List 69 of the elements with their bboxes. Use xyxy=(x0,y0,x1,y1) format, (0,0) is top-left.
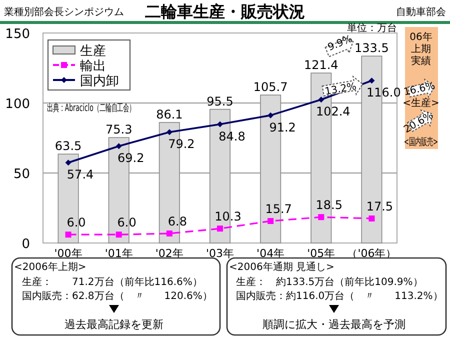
text: <2006年通期 見通し> xyxy=(229,261,334,273)
data-label: 18.5 xyxy=(316,198,342,212)
x-tick-label: '00年 xyxy=(54,247,82,260)
text: 生産： 約133.5万台（前年比109.9%） xyxy=(236,276,423,288)
point xyxy=(318,96,324,103)
text: 国内販売：約116.0万台（ 〃 113.2%） xyxy=(236,290,443,302)
annotation: 9.9% xyxy=(326,34,354,54)
point xyxy=(166,129,172,136)
data-label: 69.2 xyxy=(118,151,144,166)
point xyxy=(217,226,223,232)
data-label: 10.3 xyxy=(214,210,242,224)
text: 16.6% xyxy=(402,80,436,98)
point xyxy=(368,216,375,222)
data-label: 121.4 xyxy=(304,58,338,72)
y-tick-label: 150 xyxy=(5,27,30,42)
x-tick-label: '03年 xyxy=(206,247,234,260)
data-label: 116.0 xyxy=(366,86,401,100)
point xyxy=(268,112,274,118)
text: 上期 xyxy=(411,43,431,55)
data-label: 57.4 xyxy=(66,168,94,182)
data-label: 105.7 xyxy=(253,80,288,94)
text: 生産： 71.2万台（前年比116.6%） xyxy=(22,276,202,288)
text: 国内販売：62.8万台（ 〃 120.6%） xyxy=(22,290,212,302)
chart-title: 二輪車生産・販売状況 xyxy=(145,2,305,21)
y-tick-label: 50 xyxy=(13,167,30,182)
point xyxy=(65,232,72,238)
legend-label: 生産 xyxy=(80,43,106,59)
y-tick-label: 0 xyxy=(22,237,30,252)
annotation: 出典：Abraciclo（二輪自工会） xyxy=(47,101,136,114)
legend-label: 国内卸 xyxy=(80,74,119,89)
data-label: 6.0 xyxy=(66,216,86,230)
data-label: 75.3 xyxy=(106,122,132,137)
point xyxy=(116,232,122,238)
point xyxy=(116,143,122,150)
text: <2006年上期> xyxy=(14,261,86,273)
data-label: 79.2 xyxy=(168,137,195,152)
data-label: 63.5 xyxy=(54,139,82,154)
point xyxy=(217,121,223,128)
point xyxy=(368,78,375,84)
text: 業種別部会長シンポジウム xyxy=(4,6,124,18)
data-label: 133.5 xyxy=(354,41,389,56)
data-label: 84.8 xyxy=(218,129,246,144)
text: 自動車部会 xyxy=(396,6,446,18)
text: <国内販売> xyxy=(404,135,438,148)
data-label: 6.8 xyxy=(168,214,187,228)
x-tick-label: '05年 xyxy=(307,247,336,260)
data-label: 95.5 xyxy=(206,94,234,108)
point xyxy=(268,218,274,224)
data-label: 17.5 xyxy=(366,200,394,214)
text: <生産> xyxy=(402,97,440,109)
text: 06年 xyxy=(410,31,432,43)
data-label: 86.1 xyxy=(156,107,183,122)
point xyxy=(166,230,172,236)
text: 実績 xyxy=(411,55,431,67)
text: 順調に拡大・過去最高を予測 xyxy=(262,318,406,331)
legend-label: 輸出 xyxy=(80,59,106,74)
annotation: 単位：万台 xyxy=(347,22,397,34)
x-tick-label: '02年 xyxy=(155,247,184,260)
x-tick-label: '01年 xyxy=(104,247,133,260)
text: 過去最高記録を更新 xyxy=(64,318,164,331)
data-label: 102.4 xyxy=(316,104,350,119)
data-label: 6.0 xyxy=(117,216,136,230)
y-tick-label: 100 xyxy=(5,97,30,112)
point xyxy=(318,214,324,220)
x-tick-label: '04年 xyxy=(256,247,285,260)
data-label: 91.2 xyxy=(269,120,296,134)
annotation: 13.2% xyxy=(324,81,358,98)
data-label: 15.7 xyxy=(265,202,292,216)
point xyxy=(65,160,72,166)
